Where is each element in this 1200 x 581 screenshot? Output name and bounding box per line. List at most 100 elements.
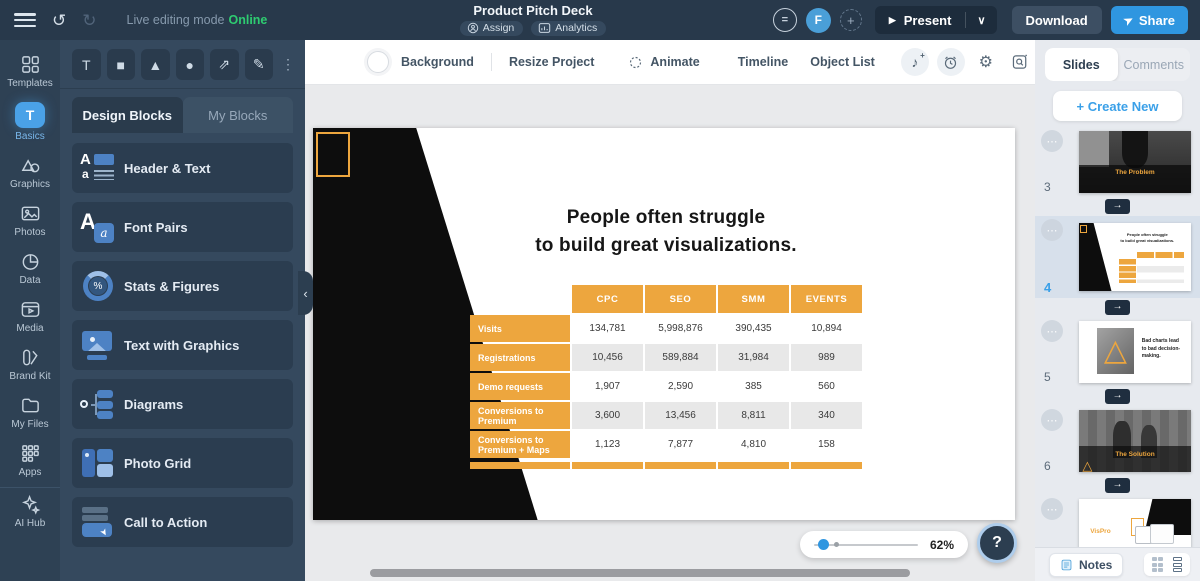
thumb5-caption: Bad charts lead to bad decision-making. — [1141, 338, 1181, 360]
panel-collapse-handle[interactable]: ‹ — [298, 271, 313, 315]
slide-row-6[interactable]: ⋯ 6 The Solution △ — [1035, 406, 1200, 476]
notes-button[interactable]: Notes — [1049, 552, 1124, 577]
thumbnail-menu-button[interactable]: ⋯ — [1041, 130, 1063, 152]
slide-row-4-active[interactable]: ⋯ 4 People often struggle to build great… — [1035, 216, 1200, 298]
help-button[interactable]: ? — [977, 523, 1017, 563]
slide-table[interactable]: CPC SEO SMM EVENTS Visits 134,781 5,998,… — [470, 285, 862, 458]
tab-slides[interactable]: Slides — [1045, 48, 1118, 81]
background-color-swatch[interactable] — [367, 51, 389, 73]
thumbnail-menu-button[interactable]: ⋯ — [1041, 320, 1063, 342]
comments-icon[interactable]: = — [772, 8, 797, 32]
mini-table-body — [1136, 259, 1185, 283]
settings-button[interactable]: ⚙ — [973, 49, 999, 75]
thumbnail-menu-button[interactable]: ⋯ — [1041, 409, 1063, 431]
glyph: A — [80, 151, 91, 168]
sidebar-item-graphics[interactable]: Graphics — [0, 149, 60, 197]
header-text-icon: A a — [72, 143, 124, 193]
background-button[interactable]: Background — [401, 55, 474, 69]
download-button[interactable]: Download — [1011, 6, 1102, 34]
block-item-diagrams[interactable]: Diagrams — [72, 379, 293, 429]
analytics-button[interactable]: Analytics — [531, 21, 607, 36]
transition-button[interactable]: → — [1105, 478, 1130, 493]
sidebar-item-apps[interactable]: Apps — [0, 437, 60, 485]
sidebar-item-data[interactable]: Data — [0, 245, 60, 293]
glyph: A — [80, 209, 96, 234]
table-cell: 560 — [791, 373, 862, 400]
slide-canvas[interactable]: People often struggle to build great vis… — [313, 128, 1015, 520]
sidebar-item-my-files[interactable]: My Files — [0, 389, 60, 437]
mini-table-header — [1136, 251, 1185, 258]
zoom-slider[interactable] — [814, 539, 918, 550]
search-box-icon — [1012, 54, 1027, 69]
transition-button[interactable]: → — [1105, 300, 1130, 315]
add-music-button[interactable]: ♪ + — [900, 48, 929, 76]
horizontal-scrollbar[interactable] — [370, 569, 910, 577]
present-divider — [965, 12, 967, 28]
pen-tool-button[interactable]: ✎ — [244, 49, 273, 80]
tab-comments[interactable]: Comments — [1123, 57, 1184, 72]
block-item-text-with-graphics[interactable]: Text with Graphics — [72, 320, 293, 370]
slide-thumbnail-4[interactable]: People often struggle to build great vis… — [1079, 223, 1191, 291]
avatar[interactable]: F — [805, 7, 831, 33]
list-view-icon[interactable] — [1173, 557, 1182, 572]
arrow-tool-button[interactable]: ⇗ — [210, 49, 239, 80]
transition-button[interactable]: → — [1105, 389, 1130, 404]
timeline-button[interactable]: Timeline — [737, 55, 789, 69]
slide-row-3[interactable]: ⋯ 3 The Problem — [1035, 127, 1200, 197]
sidebar-item-ai-hub[interactable]: AI Hub — [0, 487, 60, 536]
tab-design-blocks[interactable]: Design Blocks — [72, 97, 183, 133]
object-list-button[interactable]: Object List — [810, 55, 875, 69]
thumb3-figure — [1121, 131, 1149, 169]
zoom-slider-handle[interactable] — [818, 539, 829, 550]
block-item-header-text[interactable]: A a Header & Text — [72, 143, 293, 193]
resize-project-button[interactable]: Resize Project — [508, 55, 595, 69]
hamburger-menu-icon[interactable] — [14, 13, 36, 27]
redo-icon[interactable]: ↻ — [82, 10, 97, 30]
slide-thumbnail-5[interactable]: △ Bad charts lead to bad decision-making… — [1079, 321, 1191, 383]
block-item-photo-grid[interactable]: Photo Grid — [72, 438, 293, 488]
circle-tool-button[interactable]: ● — [175, 49, 204, 80]
present-chevron-down-icon[interactable]: ∨ — [977, 14, 986, 27]
add-collaborator-button[interactable]: + — [839, 9, 862, 31]
assign-button[interactable]: Assign — [459, 21, 524, 36]
share-button[interactable]: ➤ Share — [1110, 6, 1188, 34]
more-tools-icon[interactable]: ⋮ — [281, 56, 295, 72]
sidebar-item-brand-kit[interactable]: Brand Kit — [0, 341, 60, 389]
sidebar-item-photos[interactable]: Photos — [0, 197, 60, 245]
preview-search-button[interactable] — [1007, 49, 1033, 75]
tab-my-blocks[interactable]: My Blocks — [182, 97, 293, 133]
undo-icon[interactable]: ↺ — [52, 10, 67, 30]
slide-orange-frame[interactable] — [316, 132, 350, 177]
block-item-font-pairs[interactable]: A a Font Pairs — [72, 202, 293, 252]
block-item-stats-figures[interactable]: % Stats & Figures — [72, 261, 293, 311]
slide-thumbnail-3[interactable]: The Problem — [1079, 131, 1191, 193]
plus-icon: + — [920, 51, 925, 60]
triangle-tool-button[interactable]: ▲ — [141, 49, 170, 80]
block-item-label: Font Pairs — [124, 219, 188, 235]
slide-title[interactable]: People often struggle to build great vis… — [470, 204, 862, 260]
block-item-call-to-action[interactable]: ➤ Call to Action — [72, 497, 293, 547]
transition-button[interactable]: → — [1105, 199, 1130, 214]
notes-icon — [1061, 559, 1072, 570]
grid-view-icon[interactable] — [1151, 557, 1163, 572]
animate-button[interactable]: Animate — [628, 55, 700, 70]
sidebar-item-media[interactable]: Media — [0, 293, 60, 341]
text-tool-button[interactable]: T — [72, 49, 101, 80]
sidebar-label: My Files — [11, 419, 49, 430]
sidebar-item-templates[interactable]: Templates — [0, 48, 60, 96]
thumbnail-menu-button[interactable]: ⋯ — [1041, 498, 1063, 520]
canvas-area[interactable]: People often struggle to build great vis… — [305, 85, 1035, 581]
sidebar-item-basics[interactable]: T Basics — [0, 96, 60, 149]
table-bottom-edge — [470, 462, 862, 469]
timer-button[interactable] — [936, 48, 965, 76]
thumbnail-menu-button[interactable]: ⋯ — [1041, 219, 1063, 241]
top-bar-center: Product Pitch Deck Assign Analytics — [448, 0, 618, 40]
slide-row-5[interactable]: ⋯ 5 △ Bad charts lead to bad decision-ma… — [1035, 317, 1200, 387]
create-new-slide-button[interactable]: + Create New — [1053, 91, 1182, 121]
square-tool-button[interactable]: ■ — [106, 49, 135, 80]
slide-thumbnail-6[interactable]: The Solution △ — [1079, 410, 1191, 472]
glyph: a — [100, 226, 108, 240]
present-button[interactable]: ▶ Present ∨ — [874, 6, 997, 34]
present-main[interactable]: ▶ Present — [875, 13, 966, 28]
slide-number: 5 — [1044, 370, 1051, 384]
